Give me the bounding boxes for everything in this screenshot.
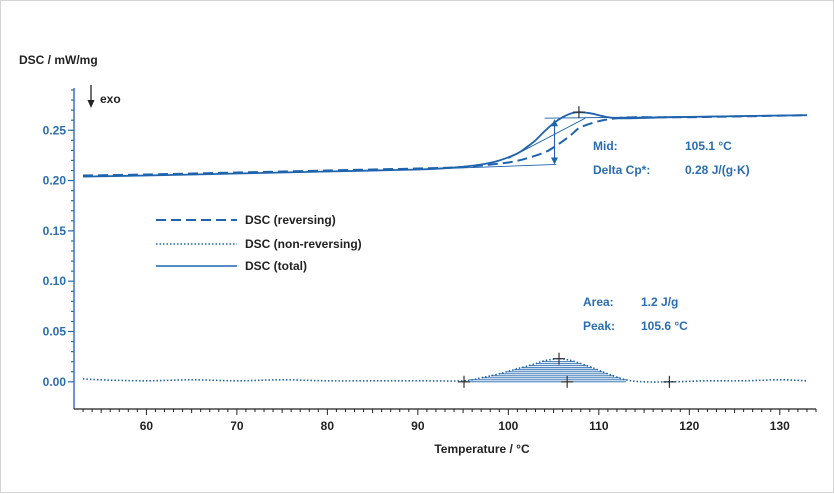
legend-label-non-reversing: DSC (non-reversing) bbox=[245, 237, 362, 251]
x-tick-label: 90 bbox=[411, 419, 425, 433]
cross-marker bbox=[458, 375, 471, 388]
y-tick-label: 0.10 bbox=[43, 274, 67, 288]
x-tick-label: 120 bbox=[679, 419, 699, 433]
y-axis-title: DSC / mW/mg bbox=[19, 53, 98, 67]
step-arrow-head-down bbox=[550, 157, 558, 165]
delta-cp-label: Delta Cp*: bbox=[593, 163, 650, 177]
mid-value: 105.1 °C bbox=[685, 139, 732, 153]
cross-marker bbox=[663, 375, 676, 388]
cross-marker bbox=[553, 352, 566, 365]
step-height-arrow bbox=[550, 119, 558, 165]
series-non-reversing-line bbox=[82, 357, 808, 383]
y-tick-label: 0.00 bbox=[43, 375, 67, 389]
delta-cp-value: 0.28 J/(g·K) bbox=[685, 163, 750, 177]
area-label: Area: bbox=[583, 295, 614, 309]
step-arrow-head-up bbox=[550, 119, 558, 127]
x-tick-label: 70 bbox=[230, 419, 244, 433]
y-tick-label: 0.25 bbox=[43, 123, 67, 137]
exo-arrow-icon bbox=[87, 85, 95, 108]
cross-markers bbox=[458, 106, 676, 388]
x-tick-label: 80 bbox=[321, 419, 335, 433]
peak-label: Peak: bbox=[583, 319, 615, 333]
area-value: 1.2 J/g bbox=[641, 295, 678, 309]
x-tick-label: 110 bbox=[589, 419, 609, 433]
y-tick-label: 0.20 bbox=[43, 174, 67, 188]
tangent-line bbox=[417, 164, 557, 170]
exo-label: exo bbox=[100, 92, 121, 106]
peak-area-hatch bbox=[464, 361, 626, 383]
tangent-line bbox=[544, 114, 807, 119]
glass-transition-annotation: Mid: 105.1 °C Delta Cp*: 0.28 J/(g·K) bbox=[593, 139, 750, 177]
tangent-line bbox=[508, 117, 586, 159]
y-tick-label: 0.05 bbox=[43, 325, 67, 339]
x-tick-label: 100 bbox=[498, 419, 518, 433]
y-ticks: 0.00 0.05 0.10 0.15 0.20 0.25 bbox=[43, 89, 74, 389]
peak-annotation: Area: 1.2 J/g Peak: 105.6 °C bbox=[583, 295, 688, 333]
x-axis-title: Temperature / °C bbox=[434, 442, 530, 456]
y-tick-label: 0.15 bbox=[43, 224, 67, 238]
x-tick-label: 130 bbox=[770, 419, 790, 433]
x-tick-label: 60 bbox=[140, 419, 154, 433]
peak-value: 105.6 °C bbox=[641, 319, 688, 333]
tangent-lines bbox=[417, 114, 807, 170]
cross-marker bbox=[561, 375, 574, 388]
mid-label: Mid: bbox=[593, 139, 618, 153]
series-total-line bbox=[82, 111, 808, 178]
x-ticks: 60 70 80 90 100 110 120 130 bbox=[82, 409, 817, 433]
cross-marker bbox=[572, 106, 585, 119]
legend: DSC (reversing) DSC (non-reversing) DSC … bbox=[156, 213, 362, 273]
legend-label-total: DSC (total) bbox=[245, 259, 307, 273]
legend-label-reversing: DSC (reversing) bbox=[245, 213, 336, 227]
